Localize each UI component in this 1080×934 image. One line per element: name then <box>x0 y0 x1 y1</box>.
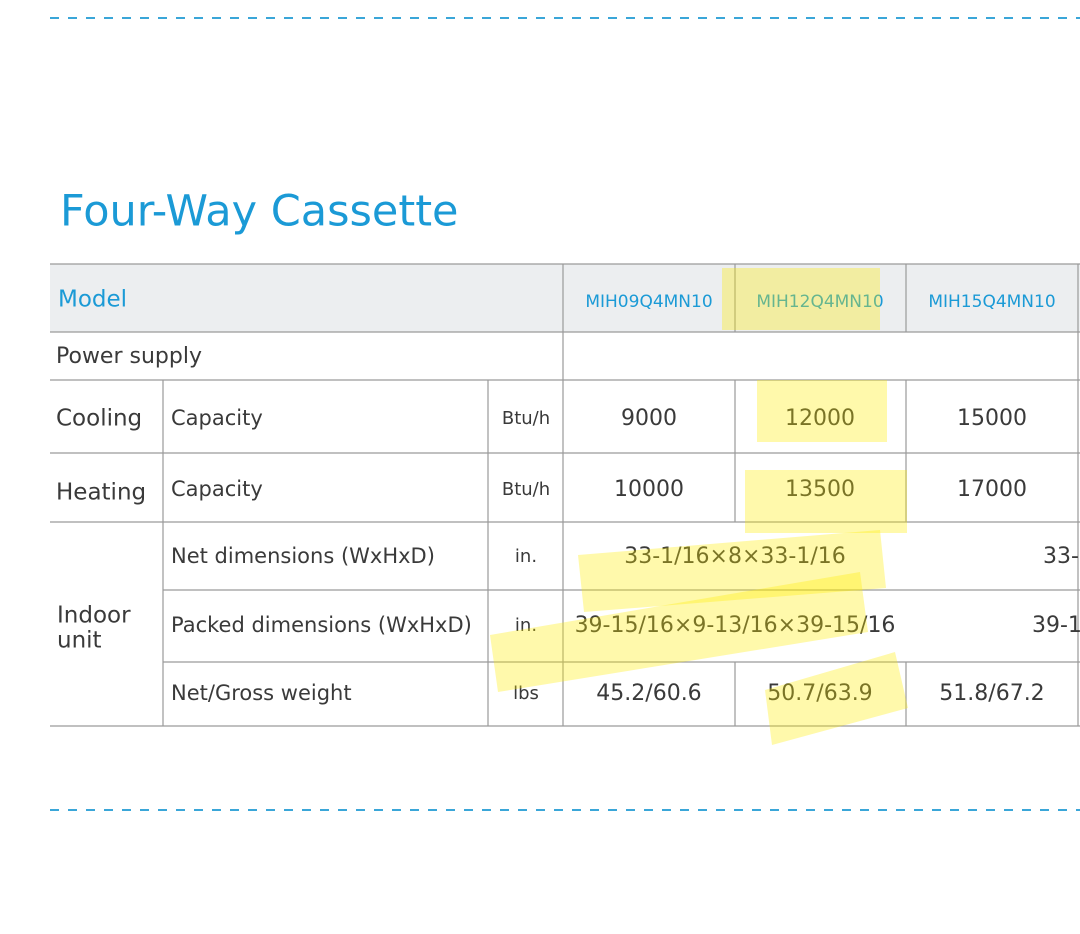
unit-label: in. <box>515 546 537 567</box>
group-label: Heating <box>56 480 146 506</box>
cell-value: 9000 <box>621 406 677 431</box>
cell-value: 15000 <box>957 406 1027 431</box>
item-label: Net/Gross weight <box>171 681 352 705</box>
cell-value: 33-1/16×8×33-1/16 <box>624 544 846 569</box>
unit-label: Btu/h <box>502 479 550 500</box>
cell-value: 33-1 <box>1043 544 1080 569</box>
item-label: Net dimensions (WxHxD) <box>171 544 435 568</box>
item-label: Packed dimensions (WxHxD) <box>171 613 472 637</box>
header-label: Model <box>58 287 127 313</box>
table-grid <box>50 263 1080 727</box>
cell-value: 12000 <box>785 406 855 431</box>
page-title: Four-Way Cassette <box>60 187 459 237</box>
highlights <box>490 268 908 745</box>
cell-value: 13500 <box>785 477 855 502</box>
cell-value: 50.7/63.9 <box>767 681 872 706</box>
unit-label: lbs <box>513 683 539 704</box>
model-name: MIH09Q4MN10 <box>585 292 712 312</box>
highlight <box>745 470 907 533</box>
group-label: unit <box>57 628 102 654</box>
cell-value: 45.2/60.6 <box>596 681 701 706</box>
highlight <box>765 652 908 745</box>
model-name: MIH12Q4MN10 <box>756 292 883 312</box>
highlight <box>490 572 868 692</box>
cell-value: 39-15/16×9-13/16×39-15/16 <box>575 613 896 638</box>
model-name: MIH15Q4MN10 <box>928 292 1055 312</box>
group-label: Cooling <box>56 406 142 432</box>
highlight <box>578 530 886 612</box>
highlight <box>722 268 880 330</box>
cell-value: 51.8/67.2 <box>939 681 1044 706</box>
unit-label: Btu/h <box>502 408 550 429</box>
cell-value: 10000 <box>614 477 684 502</box>
group-label: Indoor <box>57 603 131 629</box>
highlight <box>757 380 887 442</box>
table-cells: Model MIH09Q4MN10 MIH12Q4MN10 MIH15Q4MN10 Po… <box>56 287 1080 707</box>
cell-value: 17000 <box>957 477 1027 502</box>
item-label: Capacity <box>171 406 263 430</box>
row-label: Power supply <box>56 344 202 369</box>
header-background <box>50 264 1080 332</box>
item-label: Capacity <box>171 477 263 501</box>
cell-value: 39-15 <box>1032 613 1080 638</box>
unit-label: in. <box>515 615 537 636</box>
